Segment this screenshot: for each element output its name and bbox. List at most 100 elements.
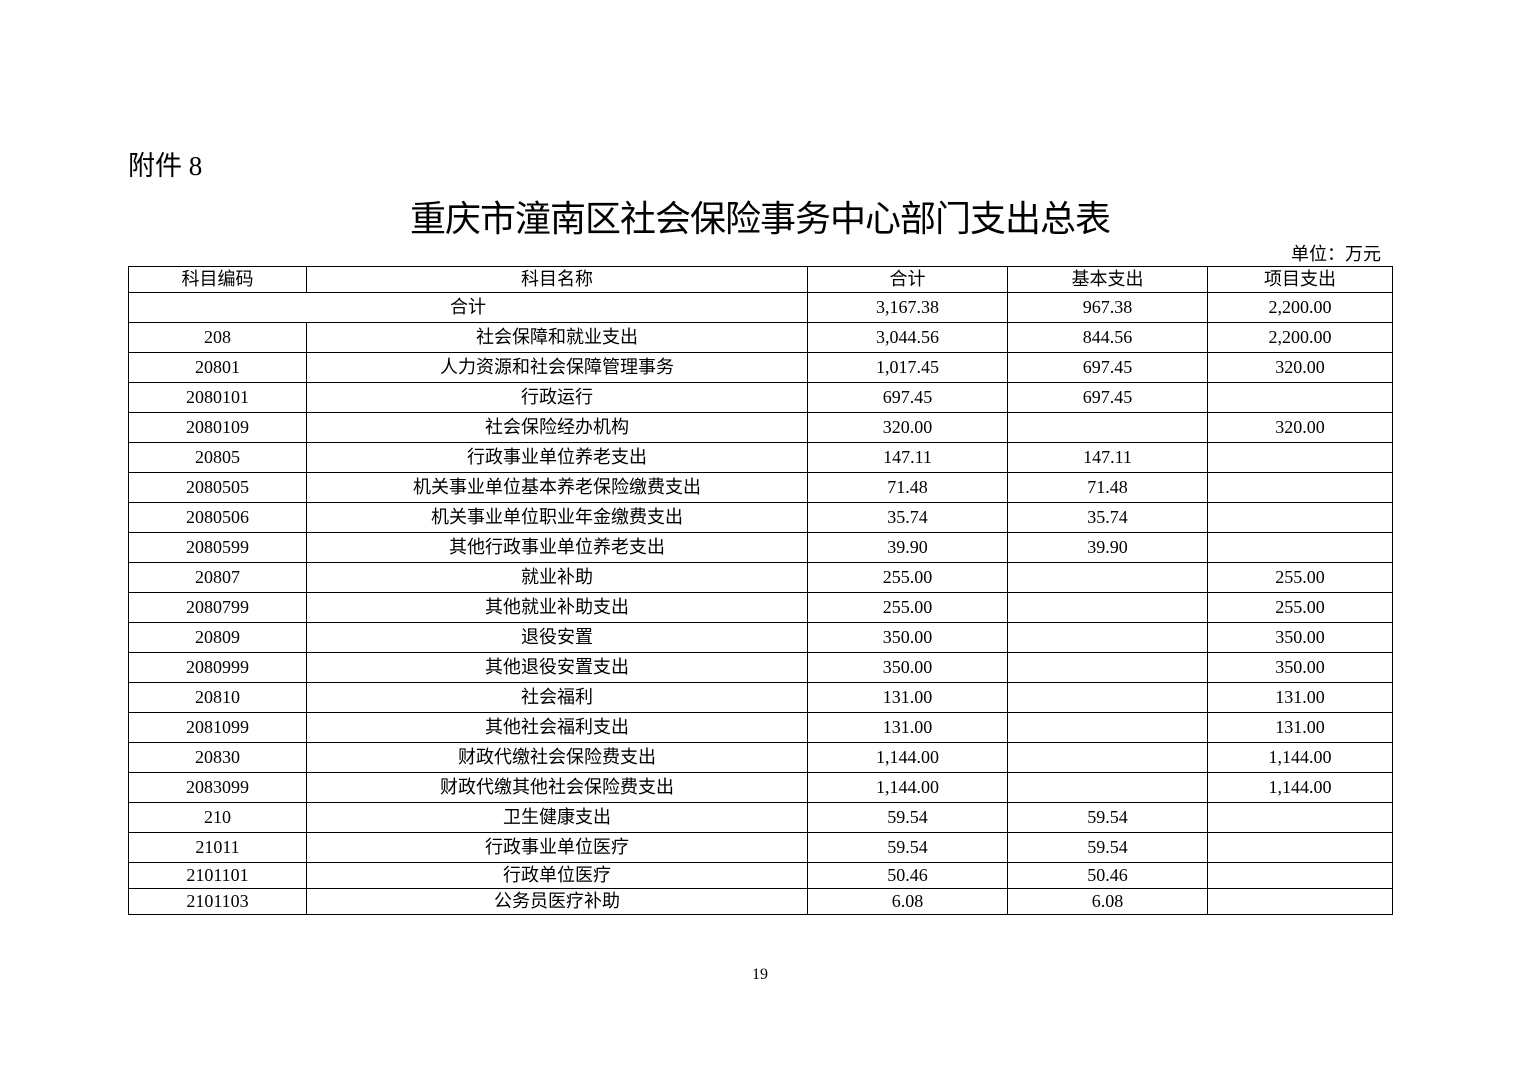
cell-basic: 59.54: [1007, 832, 1208, 863]
table-row: 2080599 其他行政事业单位养老支出 39.90 39.90: [128, 532, 1393, 563]
cell-basic: [1007, 712, 1208, 743]
cell-project: [1207, 832, 1393, 863]
cell-name: 机关事业单位基本养老保险缴费支出: [306, 472, 808, 503]
cell-total: 350.00: [807, 622, 1008, 653]
cell-total: 35.74: [807, 502, 1008, 533]
cell-basic: 697.45: [1007, 382, 1208, 413]
expenditure-table: 科目编码 科目名称 合计 基本支出 项目支出 合计 3,167.38 967.3…: [128, 266, 1393, 915]
cell-name: 财政代缴社会保险费支出: [306, 742, 808, 773]
cell-project: [1207, 532, 1393, 563]
cell-name: 其他就业补助支出: [306, 592, 808, 623]
cell-total: 350.00: [807, 652, 1008, 683]
cell-project: 255.00: [1207, 592, 1393, 623]
cell-total: 71.48: [807, 472, 1008, 503]
table-row: 20801 人力资源和社会保障管理事务 1,017.45 697.45 320.00: [128, 352, 1393, 383]
cell-total: 59.54: [807, 802, 1008, 833]
cell-name: 社会保障和就业支出: [306, 322, 808, 353]
header-code: 科目编码: [128, 266, 307, 293]
cell-total: 255.00: [807, 592, 1008, 623]
cell-code: 2083099: [128, 772, 307, 803]
cell-name: 公务员医疗补助: [306, 888, 808, 915]
cell-project: 131.00: [1207, 682, 1393, 713]
cell-basic: 50.46: [1007, 862, 1208, 889]
cell-code: 208: [128, 322, 307, 353]
cell-name: 其他退役安置支出: [306, 652, 808, 683]
header-basic: 基本支出: [1007, 266, 1208, 293]
cell-total: 50.46: [807, 862, 1008, 889]
cell-project: [1207, 802, 1393, 833]
page-number: 19: [752, 966, 768, 983]
table-row: 2101103 公务员医疗补助 6.08 6.08: [128, 888, 1393, 915]
cell-project: 350.00: [1207, 652, 1393, 683]
cell-name: 行政事业单位养老支出: [306, 442, 808, 473]
cell-basic: [1007, 682, 1208, 713]
total-total: 3,167.38: [807, 292, 1008, 323]
table-row: 21011 行政事业单位医疗 59.54 59.54: [128, 832, 1393, 863]
cell-project: 255.00: [1207, 562, 1393, 593]
cell-basic: 844.56: [1007, 322, 1208, 353]
cell-total: 697.45: [807, 382, 1008, 413]
cell-project: 1,144.00: [1207, 772, 1393, 803]
cell-project: 2,200.00: [1207, 322, 1393, 353]
table-row: 20807 就业补助 255.00 255.00: [128, 562, 1393, 593]
cell-basic: 6.08: [1007, 888, 1208, 915]
cell-total: 255.00: [807, 562, 1008, 593]
table-row: 2083099 财政代缴其他社会保险费支出 1,144.00 1,144.00: [128, 772, 1393, 803]
cell-total: 1,144.00: [807, 772, 1008, 803]
table-header-row: 科目编码 科目名称 合计 基本支出 项目支出: [128, 266, 1393, 293]
cell-basic: [1007, 562, 1208, 593]
cell-project: 131.00: [1207, 712, 1393, 743]
cell-basic: [1007, 592, 1208, 623]
cell-project: [1207, 888, 1393, 915]
table-row: 2080999 其他退役安置支出 350.00 350.00: [128, 652, 1393, 683]
cell-code: 20810: [128, 682, 307, 713]
cell-name: 其他社会福利支出: [306, 712, 808, 743]
cell-code: 21011: [128, 832, 307, 863]
cell-name: 行政运行: [306, 382, 808, 413]
table-row: 20809 退役安置 350.00 350.00: [128, 622, 1393, 653]
cell-total: 6.08: [807, 888, 1008, 915]
attachment-label: 附件 8: [128, 151, 203, 181]
cell-project: 320.00: [1207, 352, 1393, 383]
cell-name: 机关事业单位职业年金缴费支出: [306, 502, 808, 533]
cell-name: 其他行政事业单位养老支出: [306, 532, 808, 563]
cell-project: [1207, 502, 1393, 533]
cell-name: 行政单位医疗: [306, 862, 808, 889]
cell-code: 20801: [128, 352, 307, 383]
table-row: 2080799 其他就业补助支出 255.00 255.00: [128, 592, 1393, 623]
total-project: 2,200.00: [1207, 292, 1393, 323]
page-title: 重庆市潼南区社会保险事务中心部门支出总表: [409, 199, 1111, 240]
cell-code: 2080505: [128, 472, 307, 503]
cell-code: 210: [128, 802, 307, 833]
cell-basic: 59.54: [1007, 802, 1208, 833]
cell-total: 320.00: [807, 412, 1008, 443]
cell-code: 2080799: [128, 592, 307, 623]
cell-name: 卫生健康支出: [306, 802, 808, 833]
cell-code: 20807: [128, 562, 307, 593]
cell-basic: [1007, 652, 1208, 683]
table-row: 2101101 行政单位医疗 50.46 50.46: [128, 862, 1393, 889]
cell-basic: 39.90: [1007, 532, 1208, 563]
header-project: 项目支出: [1207, 266, 1393, 293]
table-row: 2080101 行政运行 697.45 697.45: [128, 382, 1393, 413]
total-row: 合计 3,167.38 967.38 2,200.00: [128, 292, 1393, 323]
cell-code: 2080506: [128, 502, 307, 533]
header-total: 合计: [807, 266, 1008, 293]
cell-code: 20830: [128, 742, 307, 773]
total-label: 合计: [128, 292, 808, 323]
unit-label: 单位：万元: [1291, 244, 1381, 264]
table-row: 20830 财政代缴社会保险费支出 1,144.00 1,144.00: [128, 742, 1393, 773]
cell-name: 社会保险经办机构: [306, 412, 808, 443]
cell-basic: 35.74: [1007, 502, 1208, 533]
cell-name: 人力资源和社会保障管理事务: [306, 352, 808, 383]
cell-code: 2101101: [128, 862, 307, 889]
cell-basic: 147.11: [1007, 442, 1208, 473]
cell-project: 1,144.00: [1207, 742, 1393, 773]
table-row: 2080506 机关事业单位职业年金缴费支出 35.74 35.74: [128, 502, 1393, 533]
cell-total: 1,144.00: [807, 742, 1008, 773]
cell-code: 2080999: [128, 652, 307, 683]
cell-name: 财政代缴其他社会保险费支出: [306, 772, 808, 803]
table-row: 2081099 其他社会福利支出 131.00 131.00: [128, 712, 1393, 743]
cell-project: [1207, 442, 1393, 473]
cell-name: 就业补助: [306, 562, 808, 593]
